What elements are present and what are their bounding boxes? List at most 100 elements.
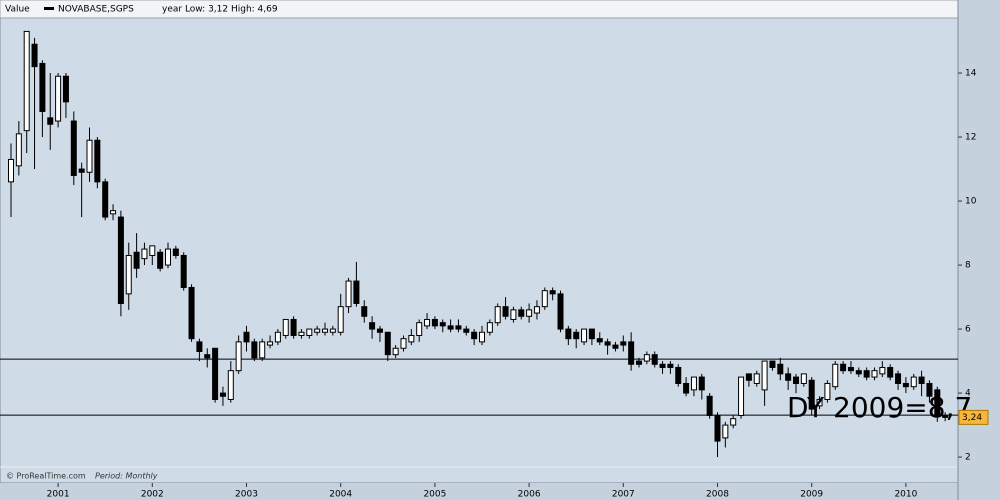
- x-tick-label: 2006: [518, 490, 541, 500]
- legend-entry: NOVABASE,SGPS: [58, 5, 134, 15]
- candle-body: [604, 341, 611, 346]
- candle-body: [180, 254, 187, 288]
- candle-body: [165, 248, 171, 266]
- candle-body: [510, 309, 517, 320]
- y-tick-label: 14: [965, 69, 977, 79]
- candle-body: [643, 354, 650, 362]
- x-axis-strip: [0, 483, 958, 500]
- candle-body: [934, 389, 941, 416]
- candle-body: [620, 341, 627, 346]
- candle-body: [753, 373, 760, 384]
- candle-body: [769, 360, 776, 368]
- candle-body: [94, 139, 101, 183]
- candle-body: [306, 328, 313, 336]
- candle-body: [62, 75, 69, 103]
- candle-body: [102, 181, 109, 218]
- candle-body: [369, 322, 376, 330]
- candle-body: [596, 338, 603, 343]
- candle-body: [926, 382, 933, 397]
- y-tick-label: 2: [965, 453, 971, 463]
- candle-body: [463, 328, 470, 333]
- candle-body: [259, 341, 266, 359]
- candle-body: [447, 325, 454, 330]
- candle-body: [871, 370, 878, 378]
- candle-body: [557, 293, 564, 330]
- candle-body: [117, 216, 124, 304]
- candle-body: [235, 341, 242, 372]
- x-tick-label: 2010: [894, 490, 917, 500]
- candle-body: [70, 120, 77, 176]
- candle-body: [408, 334, 415, 343]
- candle-body: [23, 30, 30, 132]
- candle-body: [651, 354, 658, 365]
- x-tick-label: 2001: [47, 490, 70, 500]
- x-tick-label: 2008: [706, 490, 729, 500]
- candle-body: [777, 363, 784, 375]
- candle-body: [78, 168, 85, 173]
- y-tick-label: 8: [965, 261, 971, 271]
- x-tick-label: 2007: [612, 490, 635, 500]
- candle-body: [840, 363, 847, 372]
- candle-body: [494, 306, 501, 324]
- source: © ProRealTime.com: [6, 472, 86, 481]
- candle-body: [400, 338, 407, 349]
- candle-body: [761, 360, 768, 391]
- candle-body: [675, 366, 682, 384]
- candle-body: [298, 331, 305, 336]
- period: Period: Monthly: [95, 472, 158, 481]
- candle-body: [282, 318, 289, 336]
- candle-body: [345, 280, 352, 308]
- candle-body: [212, 347, 219, 400]
- candle-body: [219, 392, 226, 397]
- candle-body: [690, 376, 697, 391]
- candle-body: [471, 331, 478, 340]
- header-label: Value: [5, 5, 30, 15]
- candle-body: [863, 370, 870, 378]
- candle-body: [157, 251, 164, 269]
- candle-body: [329, 328, 336, 333]
- x-tick-label: 2003: [235, 490, 258, 500]
- candle-body: [125, 254, 132, 295]
- candle-body: [149, 245, 156, 256]
- candle-body: [196, 341, 203, 352]
- candle-body: [274, 331, 281, 343]
- candle-body: [667, 363, 674, 368]
- x-tick-label: 2002: [141, 490, 164, 500]
- candle-body: [706, 395, 713, 416]
- candle-body: [251, 341, 258, 359]
- candle-body: [565, 328, 572, 340]
- y-tick-label: 6: [965, 325, 971, 335]
- candle-body: [416, 322, 423, 336]
- candle-body: [267, 341, 274, 346]
- candle-body: [588, 328, 595, 340]
- candle-body: [910, 376, 917, 388]
- candle-body: [526, 309, 533, 317]
- candle-body: [581, 328, 588, 343]
- candle-body: [541, 290, 548, 308]
- candle-body: [424, 318, 431, 327]
- candle-body: [486, 322, 493, 333]
- candle-body: [204, 354, 211, 359]
- y-tick-label: 12: [965, 133, 976, 143]
- last-value-label: 3,24: [962, 413, 982, 423]
- candle-body: [141, 248, 148, 260]
- candle-body: [745, 373, 752, 381]
- candle-body: [439, 322, 446, 327]
- candle-body: [188, 286, 195, 340]
- candle-body: [800, 373, 807, 384]
- candle-body: [683, 382, 690, 394]
- candle-body: [353, 280, 360, 304]
- candle-body: [314, 328, 321, 333]
- candle-body: [832, 363, 839, 388]
- x-tick-label: 2009: [800, 490, 823, 500]
- candle-body: [172, 248, 179, 256]
- candle-body: [855, 370, 862, 375]
- candle-body: [55, 75, 62, 122]
- candle-body: [86, 139, 93, 173]
- candle-body: [431, 318, 438, 327]
- candle-body: [887, 366, 894, 378]
- candle-body: [361, 306, 368, 317]
- legend-swatch: [44, 7, 54, 10]
